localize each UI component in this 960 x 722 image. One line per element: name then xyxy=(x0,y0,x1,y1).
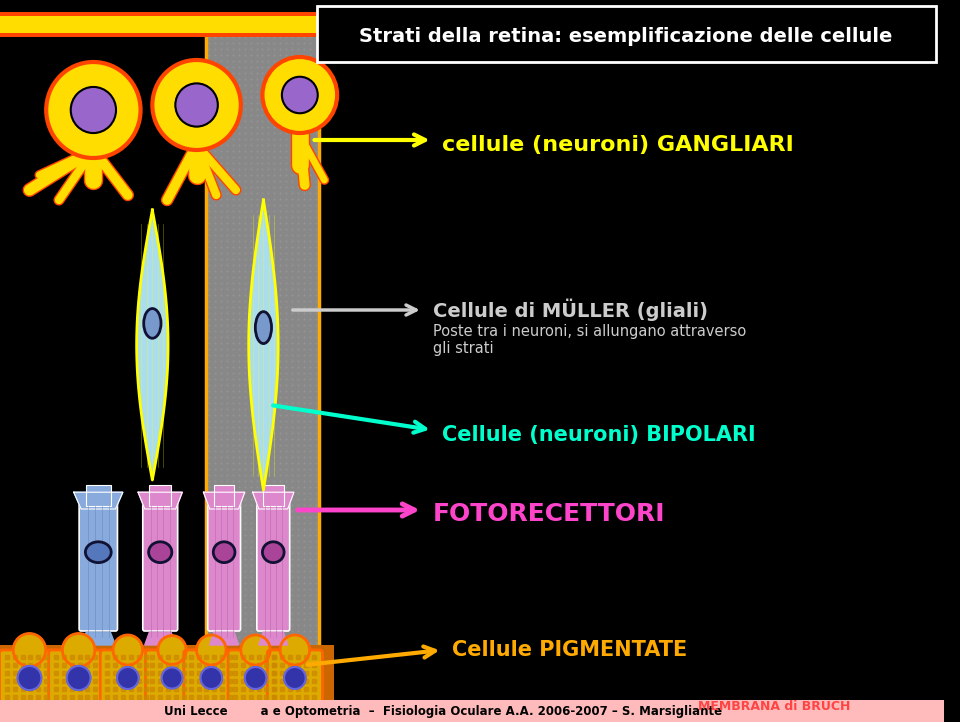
Text: Cellule PIGMENTATE: Cellule PIGMENTATE xyxy=(452,640,687,660)
Circle shape xyxy=(284,667,305,689)
Bar xyxy=(0,12,364,16)
Bar xyxy=(149,485,171,506)
Circle shape xyxy=(153,60,241,150)
Circle shape xyxy=(46,62,140,158)
FancyBboxPatch shape xyxy=(207,503,241,631)
Circle shape xyxy=(157,635,186,664)
Ellipse shape xyxy=(213,542,235,562)
Polygon shape xyxy=(209,632,239,645)
FancyBboxPatch shape xyxy=(0,650,60,703)
Bar xyxy=(0,33,364,37)
Circle shape xyxy=(13,633,46,666)
Circle shape xyxy=(113,635,142,665)
Bar xyxy=(0,12,348,16)
Bar xyxy=(0,700,944,722)
Text: Cellule di MÜLLER (gliali): Cellule di MÜLLER (gliali) xyxy=(433,299,708,321)
Bar xyxy=(0,33,348,37)
Text: Cellule (neuroni) BIPOLARI: Cellule (neuroni) BIPOLARI xyxy=(443,425,756,445)
FancyBboxPatch shape xyxy=(143,503,178,631)
Circle shape xyxy=(71,87,116,133)
Text: cellule (neuroni) GANGLIARI: cellule (neuroni) GANGLIARI xyxy=(443,135,794,155)
FancyBboxPatch shape xyxy=(146,650,199,703)
Circle shape xyxy=(201,667,222,689)
Text: MEMBRANA di BRUCH: MEMBRANA di BRUCH xyxy=(698,700,850,713)
Text: Uni Lecce        a e Optometria  –  Fisiologia Oculare A.A. 2006-2007 – S. Marsi: Uni Lecce a e Optometria – Fisiologia Oc… xyxy=(164,705,723,718)
Polygon shape xyxy=(204,492,245,509)
FancyBboxPatch shape xyxy=(268,650,323,703)
Polygon shape xyxy=(259,632,288,645)
FancyBboxPatch shape xyxy=(79,503,117,631)
Circle shape xyxy=(282,77,318,113)
Circle shape xyxy=(176,84,218,126)
Polygon shape xyxy=(74,492,123,509)
Circle shape xyxy=(245,667,266,689)
Circle shape xyxy=(67,666,90,690)
Text: FOTORECETTORI: FOTORECETTORI xyxy=(433,502,665,526)
Circle shape xyxy=(161,667,182,689)
Polygon shape xyxy=(249,200,278,490)
FancyBboxPatch shape xyxy=(183,650,239,703)
Circle shape xyxy=(262,57,337,133)
Ellipse shape xyxy=(149,542,172,562)
FancyBboxPatch shape xyxy=(228,650,283,703)
Ellipse shape xyxy=(85,542,111,562)
Ellipse shape xyxy=(262,542,284,562)
Bar xyxy=(263,485,283,506)
Bar xyxy=(86,485,110,506)
Circle shape xyxy=(241,635,271,665)
Circle shape xyxy=(280,635,310,665)
Ellipse shape xyxy=(255,312,272,344)
Polygon shape xyxy=(81,632,115,645)
FancyBboxPatch shape xyxy=(257,503,290,631)
Polygon shape xyxy=(252,492,294,509)
Text: Strati della retina: esemplificazione delle cellule: Strati della retina: esemplificazione de… xyxy=(359,27,893,45)
Polygon shape xyxy=(136,210,168,480)
Circle shape xyxy=(197,635,226,665)
Bar xyxy=(206,20,320,650)
Circle shape xyxy=(62,633,95,666)
Circle shape xyxy=(17,666,41,690)
Bar xyxy=(0,15,348,37)
Bar xyxy=(0,15,364,37)
Polygon shape xyxy=(138,492,182,509)
FancyBboxPatch shape xyxy=(49,650,108,703)
FancyBboxPatch shape xyxy=(318,6,936,62)
Polygon shape xyxy=(145,632,176,645)
FancyBboxPatch shape xyxy=(100,650,156,703)
Bar xyxy=(0,645,334,705)
Bar xyxy=(214,485,234,506)
Ellipse shape xyxy=(144,308,161,338)
Circle shape xyxy=(117,667,138,689)
Text: Poste tra i neuroni, si allungano attraverso
gli strati: Poste tra i neuroni, si allungano attrav… xyxy=(433,323,746,356)
